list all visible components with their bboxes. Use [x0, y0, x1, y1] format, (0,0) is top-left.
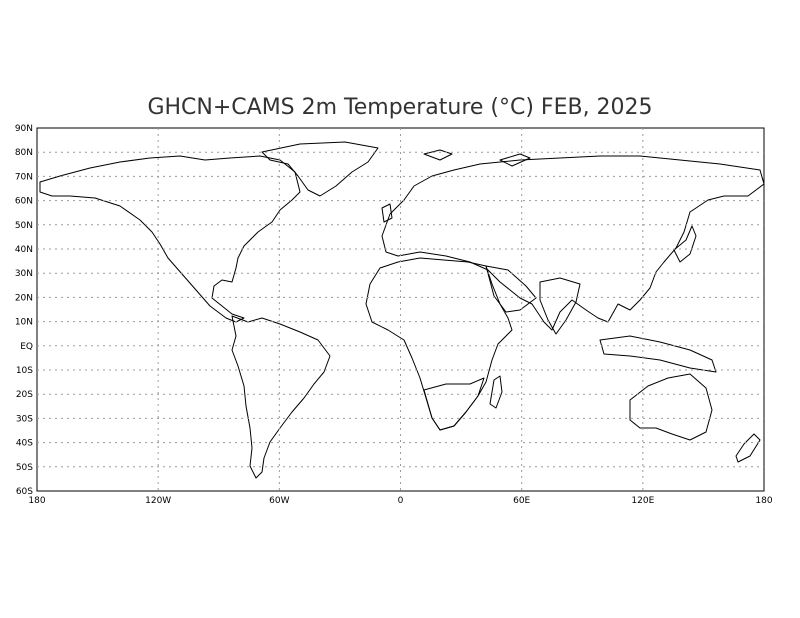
lat-tick-label: 20N — [15, 293, 33, 303]
lat-tick-label: 10N — [15, 318, 33, 328]
land-japan — [673, 225, 697, 263]
map-title: GHCN+CAMS 2m Temperature (°C) FEB, 2025 — [147, 95, 652, 120]
land-svalbard — [423, 149, 453, 161]
land-arabia — [485, 265, 537, 313]
land-greenland — [261, 141, 379, 197]
land-eurasia — [381, 155, 764, 331]
lat-tick-label: 10S — [16, 366, 33, 376]
land-fill — [39, 141, 764, 479]
lat-tick-label: 40S — [16, 439, 33, 449]
lat-tick-label: 80N — [15, 148, 33, 158]
lat-tick-label: 30N — [15, 269, 33, 279]
land-southern-africa — [423, 377, 485, 431]
lat-tick-label: 70N — [15, 172, 33, 182]
lat-tick-label: 60N — [15, 197, 33, 207]
land-new-zealand — [735, 433, 761, 463]
land-southeast-asia — [599, 335, 717, 373]
land-australia — [629, 373, 713, 441]
gridlines — [37, 128, 764, 491]
lon-tick-label: 60E — [513, 496, 530, 506]
lat-tick-label: 40N — [15, 245, 33, 255]
land-north-america — [39, 155, 301, 323]
lat-tick-label: 50S — [16, 463, 33, 473]
land-uk — [381, 203, 393, 223]
lat-tick-label: 50N — [15, 221, 33, 231]
tick-labels: 180 120W 60W 0 60E 120E 180 90N 80N 70N 60N 50N 40N 3… — [15, 124, 773, 506]
land-south-america — [231, 315, 331, 479]
lon-tick-label: 120W — [145, 496, 171, 506]
lon-tick-label: 0 — [398, 496, 404, 506]
land-madagascar — [489, 375, 503, 409]
lat-tick-label: 60S — [16, 487, 33, 497]
lon-tick-label: 60W — [269, 496, 289, 506]
land-india — [539, 277, 581, 335]
lon-tick-label: 120E — [631, 496, 654, 506]
lat-tick-label: 30S — [16, 414, 33, 424]
lon-tick-label: 180 — [28, 496, 45, 506]
land-novaya-zemlya — [499, 153, 531, 167]
lon-tick-label: 180 — [755, 496, 772, 506]
lat-tick-label: 20S — [16, 390, 33, 400]
lat-tick-label: 90N — [15, 124, 33, 134]
lat-tick-label: EQ — [20, 342, 33, 352]
